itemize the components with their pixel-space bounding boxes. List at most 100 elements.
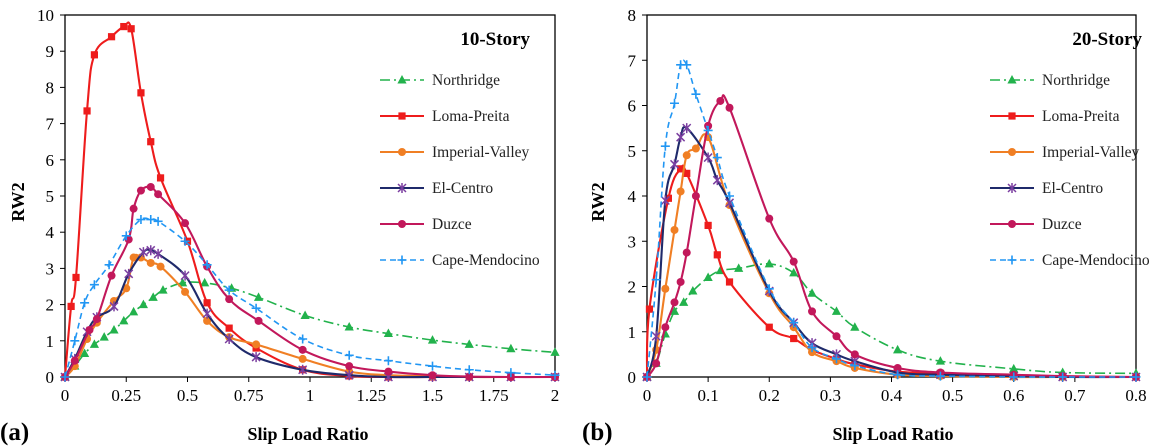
- data-point: [70, 356, 79, 365]
- data-point: [153, 216, 163, 226]
- data-point: [807, 343, 817, 353]
- data-point: [252, 340, 261, 349]
- data-point: [682, 248, 691, 257]
- data-point: [652, 359, 661, 368]
- legend-label: Imperial-Valley: [432, 144, 530, 161]
- data-point: [676, 277, 685, 286]
- data-point: [200, 277, 210, 287]
- data-point: [850, 322, 860, 331]
- legend-marker: [397, 75, 407, 84]
- legend-label: Northridge: [432, 72, 500, 89]
- x-tick-label: 1.5: [422, 386, 443, 405]
- data-point: [203, 316, 212, 325]
- legend-label: El-Centro: [1042, 180, 1103, 197]
- data-point: [137, 89, 145, 97]
- data-point: [298, 364, 308, 375]
- data-point: [383, 328, 393, 338]
- legend-entry: Loma-Preita: [380, 108, 510, 125]
- data-point: [1131, 372, 1141, 382]
- data-point: [147, 138, 155, 146]
- series-northridge: [642, 258, 1141, 381]
- x-tick-label: 0.4: [881, 386, 903, 405]
- legend-entry: Northridge: [990, 72, 1110, 89]
- data-point: [180, 236, 190, 246]
- x-tick-label: 0.5: [177, 386, 198, 405]
- legend-entry: El-Centro: [380, 180, 493, 197]
- y-tick-label: 8: [46, 78, 55, 97]
- series-line: [64, 281, 556, 378]
- legend-label: Loma-Preita: [1042, 108, 1120, 125]
- data-point: [661, 323, 670, 332]
- data-point: [99, 332, 109, 341]
- data-point: [60, 372, 70, 382]
- x-axis-label: Slip Load Ratio: [247, 424, 368, 444]
- data-point: [253, 292, 264, 301]
- data-point: [683, 169, 691, 177]
- data-point: [251, 303, 261, 313]
- data-point: [203, 299, 211, 307]
- data-point: [224, 285, 234, 295]
- data-point: [704, 121, 713, 130]
- data-point: [1009, 363, 1019, 373]
- data-point: [464, 365, 474, 375]
- data-point: [893, 363, 902, 372]
- x-tick-label: 0.1: [698, 386, 719, 405]
- data-point: [660, 141, 670, 151]
- y-tick-label: 0: [46, 368, 55, 387]
- legend-entry: Cape-Mendocino: [380, 252, 540, 269]
- data-point: [935, 356, 945, 365]
- data-point: [146, 182, 155, 191]
- data-point: [298, 334, 308, 344]
- y-tick-label: 8: [628, 6, 637, 25]
- x-tick-label: 0.6: [1003, 386, 1024, 405]
- data-point: [831, 306, 842, 315]
- data-point: [428, 361, 437, 371]
- y-tick-label: 5: [628, 142, 637, 161]
- data-point: [691, 144, 700, 153]
- legend-marker: [398, 148, 406, 156]
- data-point: [67, 302, 75, 311]
- y-tick-label: 2: [628, 278, 637, 297]
- data-point: [124, 268, 134, 279]
- data-point: [72, 273, 80, 282]
- x-axis-label: Slip Load Ratio: [832, 424, 953, 444]
- legend-label: Duzce: [432, 216, 472, 233]
- legend-marker: [397, 255, 407, 265]
- data-point: [682, 123, 692, 134]
- y-tick-label: 3: [46, 259, 55, 278]
- data-point: [154, 190, 163, 199]
- data-point: [156, 174, 165, 182]
- data-point: [202, 260, 212, 270]
- data-point: [156, 262, 165, 271]
- data-point: [893, 370, 903, 380]
- y-tick-label: 9: [46, 42, 55, 61]
- data-point: [691, 89, 701, 99]
- panel-label-a: (a): [0, 419, 29, 446]
- data-point: [427, 335, 438, 344]
- data-point: [669, 306, 680, 315]
- panel-label-b: (b): [582, 419, 613, 446]
- data-point: [80, 298, 90, 308]
- data-point: [703, 272, 713, 281]
- data-point: [127, 25, 135, 33]
- y-tick-label: 1: [628, 323, 637, 342]
- data-point: [129, 253, 138, 262]
- data-point: [789, 257, 798, 266]
- data-point: [651, 331, 661, 342]
- legend-marker: [1007, 183, 1017, 193]
- y-axis-label: RW2: [588, 182, 608, 221]
- data-point: [129, 306, 139, 316]
- data-point: [550, 370, 560, 380]
- data-point: [107, 33, 116, 41]
- data-point: [92, 315, 101, 324]
- data-point: [691, 192, 700, 200]
- data-point: [344, 350, 354, 360]
- data-point: [713, 251, 721, 259]
- data-point: [831, 354, 841, 364]
- data-point: [703, 125, 713, 135]
- data-point: [676, 187, 685, 196]
- data-point: [464, 339, 474, 348]
- data-point: [202, 308, 212, 319]
- data-point: [181, 287, 190, 296]
